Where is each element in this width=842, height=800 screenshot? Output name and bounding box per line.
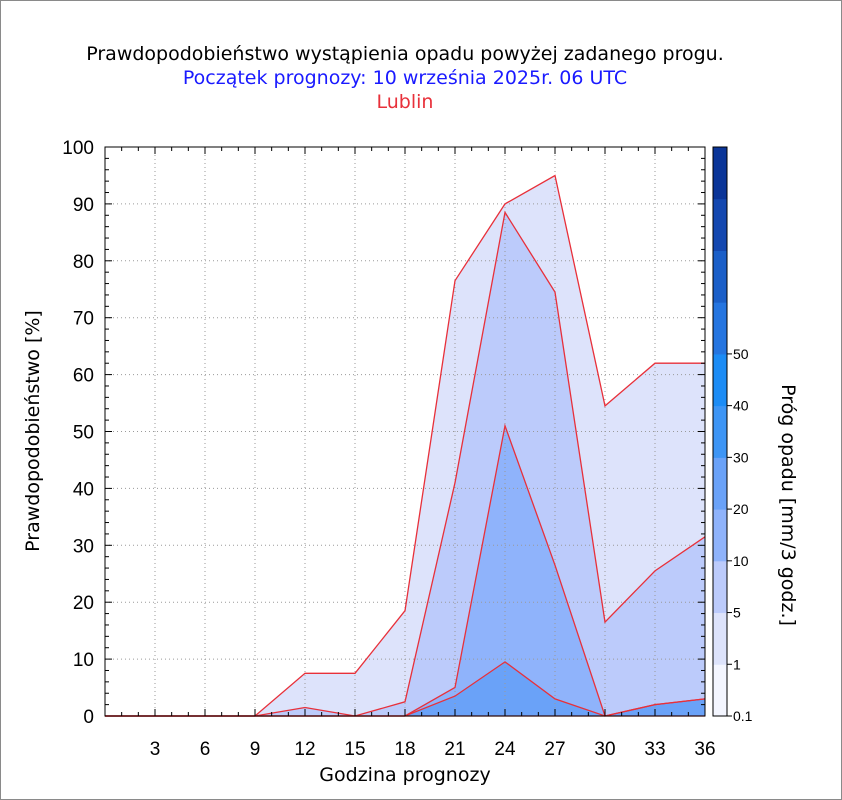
- area-layers: [105, 175, 705, 716]
- y-tick-label: 80: [73, 252, 94, 273]
- x-tick-label: 18: [394, 739, 415, 760]
- colorbar-band: [713, 560, 727, 614]
- y-tick-label: 60: [73, 366, 94, 387]
- colorbar-label-3: 10: [733, 553, 749, 569]
- colorbar-label-2: 5: [733, 605, 741, 621]
- chart-location: Lublin: [377, 91, 434, 113]
- x-tick-label: 9: [250, 739, 261, 760]
- y-axis-label: Prawdopodobieństwo [%]: [22, 310, 44, 552]
- colorbar: 0.1 1 5 10 20 30 40 50: [712, 146, 753, 724]
- y-tick-label: 40: [73, 479, 94, 500]
- x-tick-label: 36: [694, 739, 715, 760]
- colorbar-band: [713, 612, 727, 665]
- x-tick-label: 30: [594, 739, 615, 760]
- tick-labels: 3 6 9 12 15 18 21 24 27 30 33 360102030405060708090…: [62, 138, 715, 760]
- colorbar-label-4: 20: [733, 501, 749, 517]
- chart-subtitle: Początek prognozy: 10 września 2025r. 06…: [183, 67, 627, 89]
- x-axis-label: Godzina prognozy: [319, 764, 490, 786]
- x-tick-label: 21: [444, 739, 465, 760]
- y-tick-label: 10: [73, 650, 94, 671]
- x-tick-label: 15: [344, 739, 365, 760]
- colorbar-label-1: 1: [733, 656, 741, 672]
- colorbar-band: [713, 302, 727, 355]
- colorbar-frame: [712, 146, 728, 717]
- y-tick-label: 100: [62, 138, 94, 159]
- y-tick-label: 90: [73, 195, 94, 216]
- chart-title: Prawdopodobieństwo wystąpienia opadu pow…: [86, 43, 724, 65]
- axes: [104, 146, 706, 717]
- colorbar-label-5: 30: [733, 449, 749, 465]
- y-tick-label: 20: [73, 593, 94, 614]
- colorbar-band: [713, 405, 727, 458]
- y-tick-label: 30: [73, 536, 94, 557]
- y-tick-label: 0: [83, 707, 94, 728]
- x-tick-label: 6: [200, 739, 211, 760]
- colorbar-label: Próg opadu [mm/3 godz.]: [777, 384, 799, 626]
- colorbar-label-7: 50: [733, 346, 749, 362]
- x-tick-label: 27: [544, 739, 565, 760]
- gridlines: [105, 147, 705, 716]
- colorbar-band: [713, 509, 727, 562]
- y-tick-label: 50: [73, 423, 94, 444]
- colorbar-band: [713, 457, 727, 510]
- x-tick-label: 33: [644, 739, 665, 760]
- colorbar-label-0: 0.1: [733, 708, 753, 724]
- colorbar-band: [713, 250, 727, 303]
- y-tick-label: 70: [73, 309, 94, 330]
- x-tick-label: 12: [294, 739, 315, 760]
- colorbar-band: [713, 664, 727, 717]
- colorbar-label-6: 40: [733, 398, 749, 414]
- colorbar-band: [713, 147, 727, 200]
- x-tick-label: 24: [494, 739, 516, 760]
- colorbar-band: [713, 353, 727, 407]
- area-threshold-3: [105, 661, 705, 716]
- colorbar-band: [713, 198, 727, 251]
- x-tick-label: 3: [150, 739, 161, 760]
